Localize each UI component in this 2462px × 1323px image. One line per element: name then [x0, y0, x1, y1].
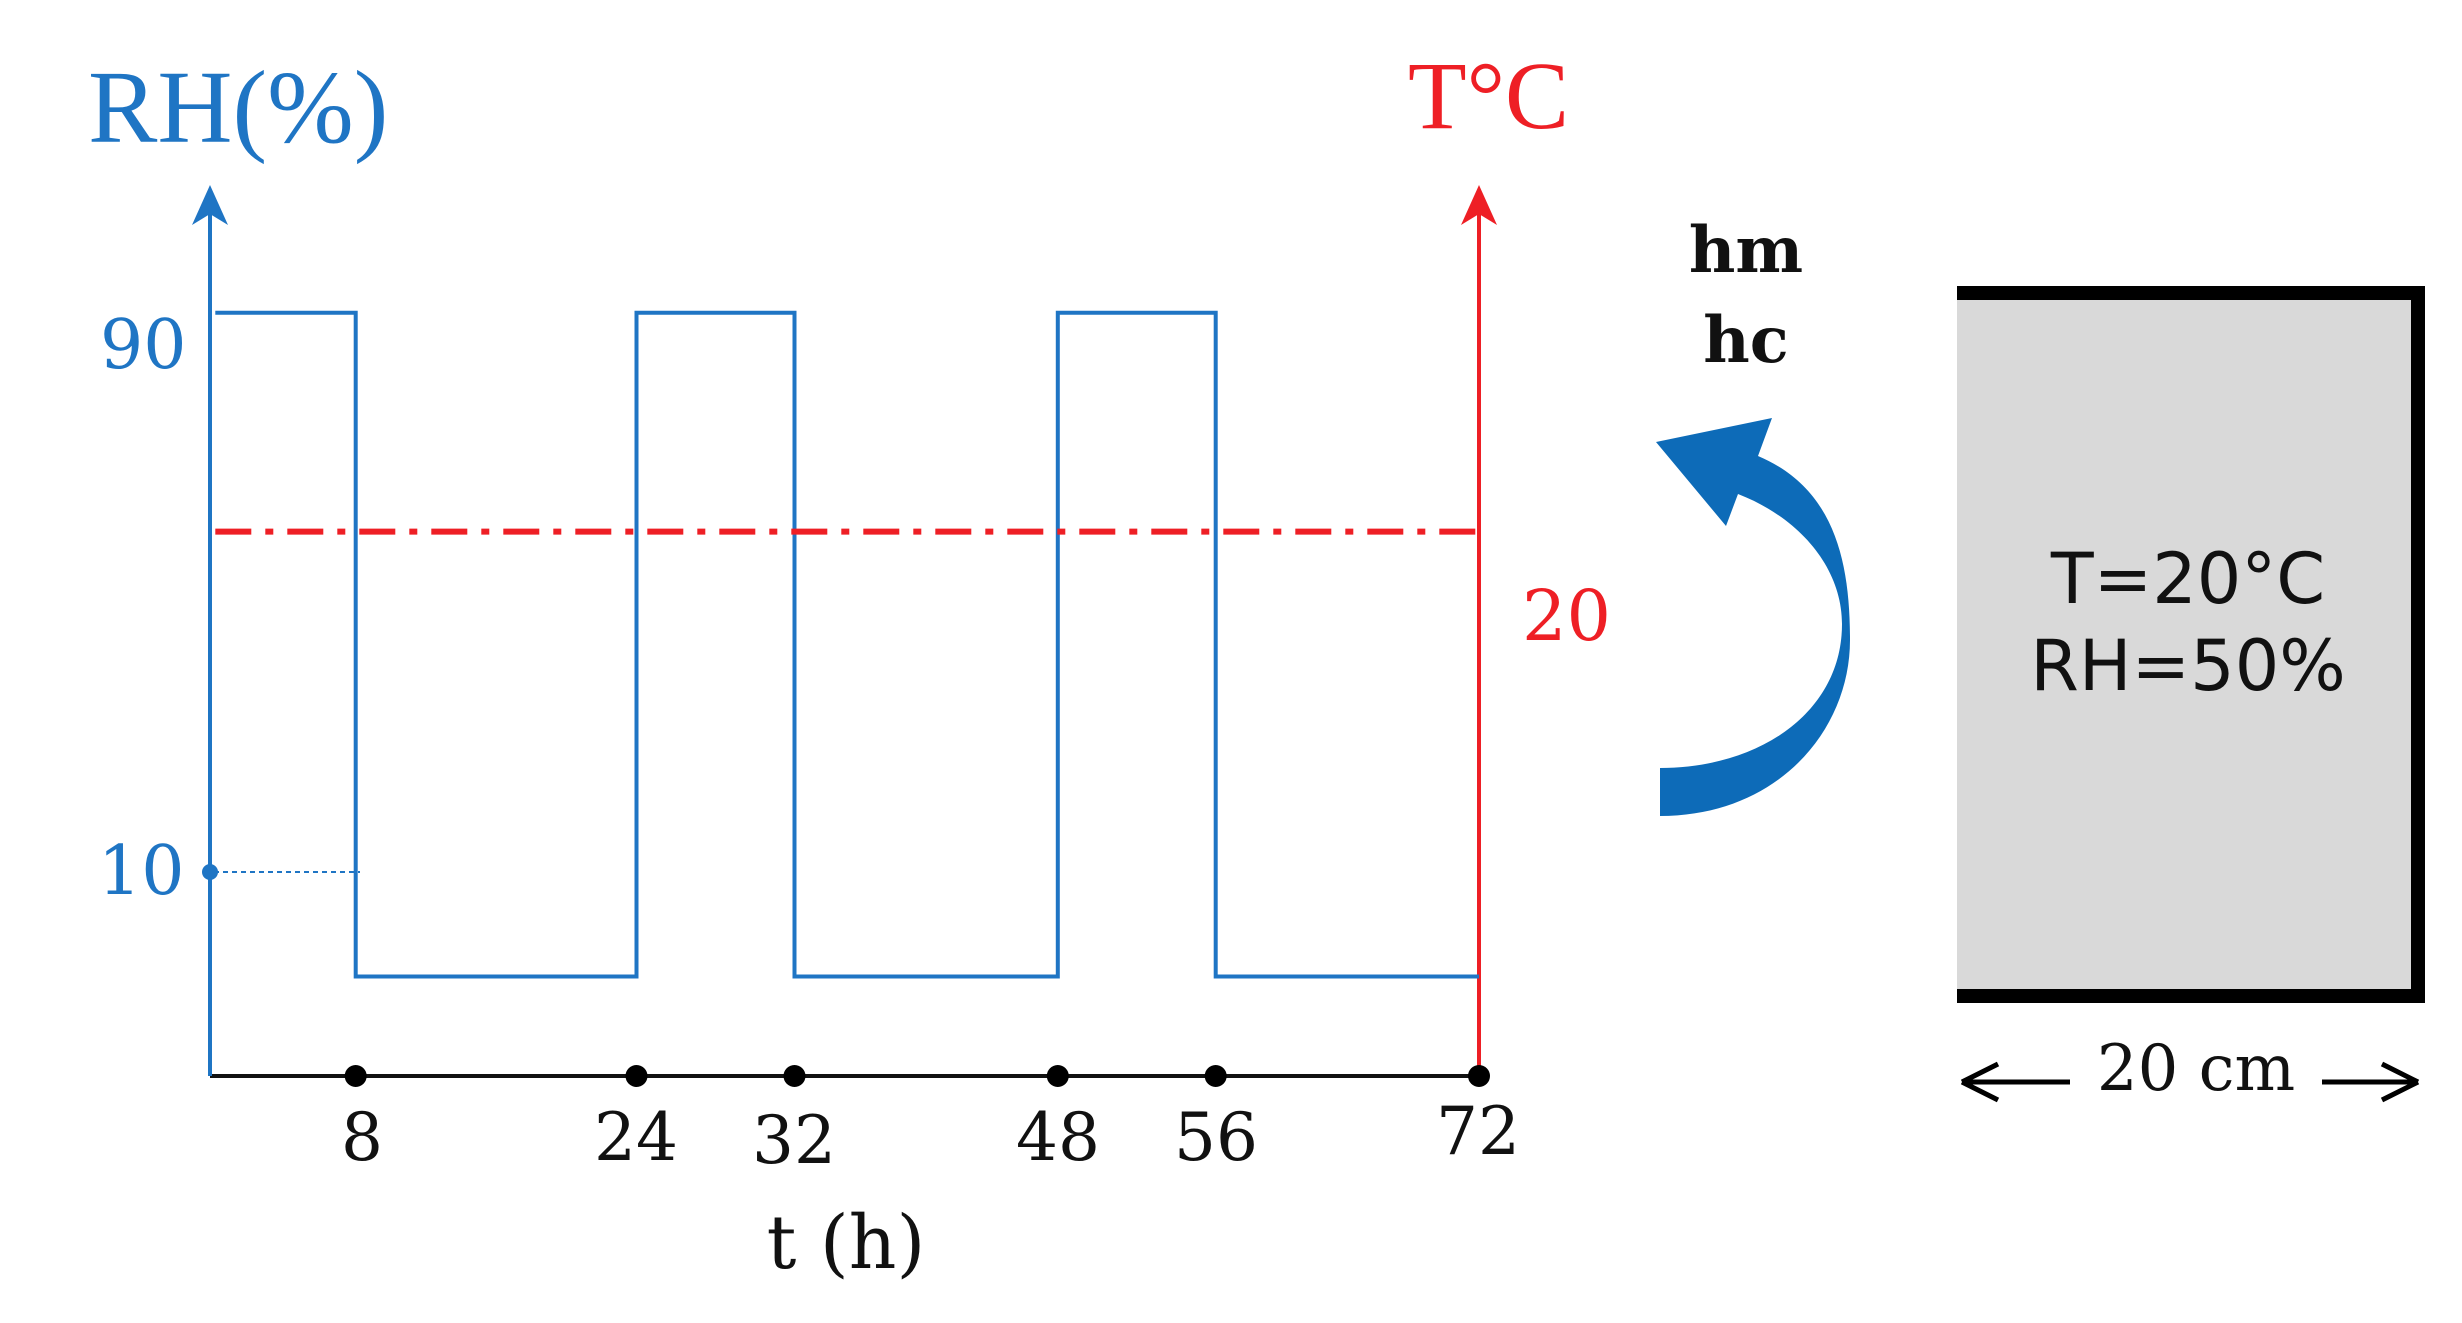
x-marker-dot	[344, 1065, 367, 1087]
coefficient-hm: hm	[1689, 213, 1803, 288]
x-marker-dot	[625, 1065, 648, 1087]
x-tick-labels: 8 24 32 48 56 72	[341, 1093, 1520, 1179]
width-dimension: 20 cm	[1960, 1032, 2420, 1106]
left-y-axis-arrow-icon	[192, 185, 228, 225]
x-marker-dot	[783, 1065, 806, 1087]
x-marker-dot	[1468, 1065, 1490, 1087]
series-layer	[215, 310, 1479, 979]
x-tick-label-48: 48	[1016, 1099, 1100, 1176]
x-axis-title: t (h)	[767, 1200, 926, 1286]
x-tick-label-24: 24	[594, 1099, 678, 1176]
exchange-coefficients: hm hc	[1689, 213, 1803, 378]
left-tick-dot-10	[202, 864, 218, 880]
x-tick-label-8: 8	[341, 1099, 383, 1176]
right-y-axis-arrow-icon	[1461, 185, 1497, 225]
left-tick-label-90: 90	[100, 306, 187, 385]
x-marker-layer	[344, 1065, 1490, 1087]
humidity-temperature-chart: RH(%) T°C 90 10 20 8 24 32 48 56 72 t (h…	[88, 42, 1611, 1286]
specimen-width-label: 20 cm	[2097, 1032, 2295, 1106]
x-marker-dot	[1204, 1065, 1227, 1087]
x-tick-label-72: 72	[1436, 1093, 1520, 1170]
curved-arrow-icon	[1656, 418, 1850, 816]
specimen-block: T=20°C RH=50%	[1957, 286, 2425, 1003]
right-tick-label-20: 20	[1522, 575, 1611, 657]
dimension-arrowhead-right-icon	[2380, 1061, 2420, 1103]
right-axis-title: T°C	[1408, 42, 1569, 149]
x-tick-label-32: 32	[752, 1102, 836, 1179]
coefficient-hc: hc	[1703, 303, 1789, 378]
humidity-series-line	[215, 310, 1479, 979]
specimen-humidity: RH=50%	[2030, 625, 2346, 707]
left-tick-label-10: 10	[98, 832, 185, 911]
dimension-arrowhead-left-icon	[1960, 1061, 2000, 1103]
specimen-body	[1957, 291, 2417, 994]
x-marker-dot	[1046, 1065, 1069, 1087]
x-tick-label-56: 56	[1174, 1099, 1258, 1176]
specimen-temperature: T=20°C	[2050, 538, 2325, 620]
left-axis-title: RH(%)	[88, 50, 388, 165]
